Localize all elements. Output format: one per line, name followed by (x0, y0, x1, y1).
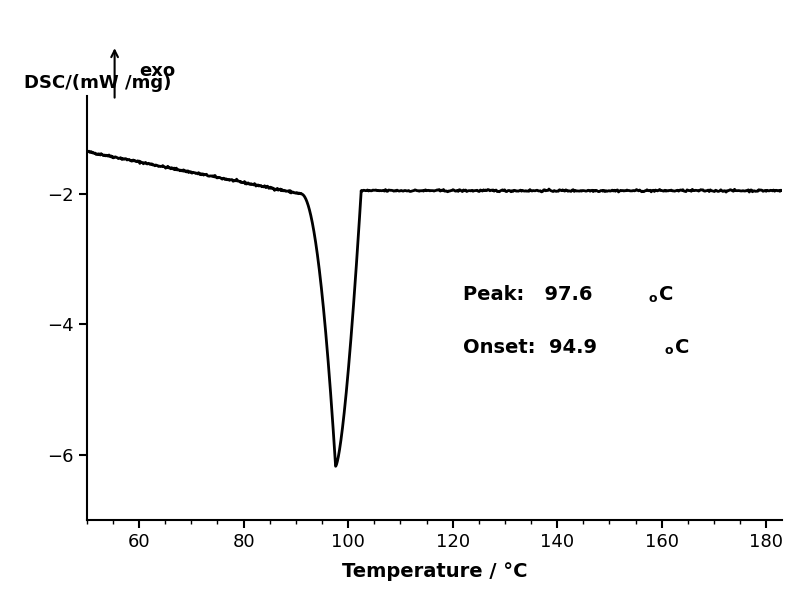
Text: C: C (659, 285, 674, 305)
Text: o: o (664, 344, 673, 357)
Text: o: o (649, 291, 657, 305)
Text: exo: exo (139, 62, 175, 80)
Text: Peak:   97.6: Peak: 97.6 (463, 285, 593, 305)
Text: DSC/(mW /mg): DSC/(mW /mg) (24, 74, 172, 92)
Text: C: C (675, 337, 690, 356)
Text: Onset:  94.9: Onset: 94.9 (463, 337, 597, 356)
X-axis label: Temperature / °C: Temperature / °C (342, 562, 527, 581)
